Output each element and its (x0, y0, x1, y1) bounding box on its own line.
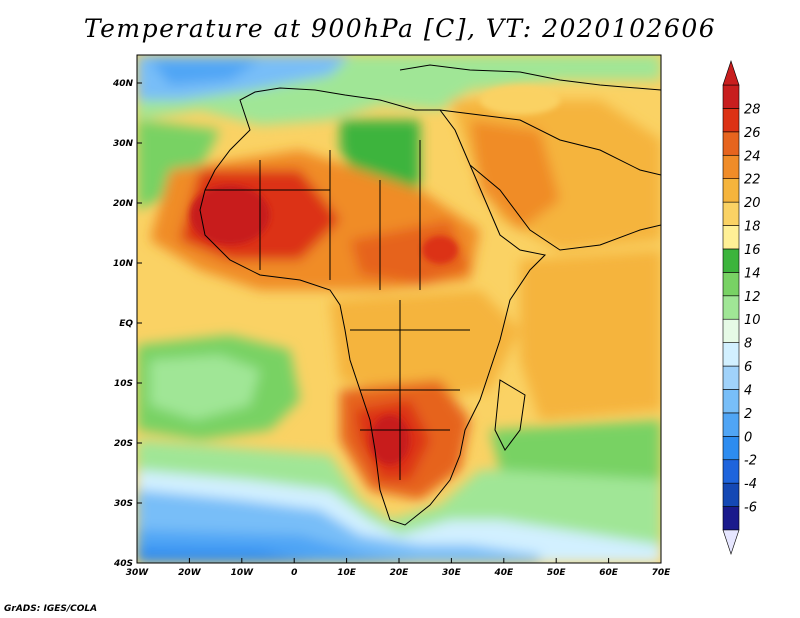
colorbar-label: 14 (744, 266, 761, 281)
colorbar-label: 0 (744, 430, 752, 445)
colorbar-swatch (722, 178, 740, 203)
latitude-axis: 40S 30S 20S 10S EQ 10N 20N 30N 40N (112, 79, 142, 569)
credit-text: GrADS: IGES/COLA (4, 604, 98, 614)
longitude-axis: 30W 20W 10W 0 10E 20E 30E 40E 50E 60E 70E (126, 558, 671, 578)
lat-tick-label: EQ (119, 319, 133, 329)
lat-tick-label: 10N (113, 259, 134, 269)
lon-tick-label: 20W (178, 568, 202, 578)
lon-tick-label: 30W (126, 568, 150, 578)
colorbar-swatch (722, 389, 740, 414)
colorbar-swatch (722, 201, 740, 226)
lat-tick-label: 20N (113, 199, 134, 209)
colorbar-swatch (722, 412, 740, 437)
colorbar-swatch (722, 482, 740, 507)
lon-tick-label: 10E (337, 568, 357, 578)
colorbar-label: 12 (744, 290, 761, 305)
colorbar-label: 18 (744, 220, 761, 235)
lon-tick-label: 70E (652, 568, 672, 578)
coastlines (199, 64, 661, 526)
colorbar-label: -2 (744, 454, 757, 469)
colorbar-label: 10 (744, 313, 761, 328)
colorbar-label: 16 (744, 243, 761, 258)
colorbar-label: 22 (744, 173, 761, 188)
colorbar-swatch (722, 365, 740, 390)
lon-tick-label: 40E (493, 568, 514, 578)
colorbar-swatch (722, 506, 740, 531)
colorbar-swatch (722, 248, 740, 273)
lon-tick-label: 10W (231, 568, 255, 578)
lat-tick-label: 40S (113, 559, 133, 569)
colorbar-min-arrow (722, 529, 740, 555)
colorbar-swatch (722, 318, 740, 343)
lat-tick-label: 10S (114, 379, 133, 389)
lon-tick-label: 0 (291, 568, 297, 578)
colorbar-swatch (722, 272, 740, 297)
lon-tick-label: 30E (442, 568, 462, 578)
colorbar-label: 20 (744, 196, 761, 211)
colorbar-swatch (722, 225, 740, 250)
lon-tick-label: 60E (599, 568, 619, 578)
colorbar-swatch (722, 154, 740, 179)
lat-tick-label: 20S (114, 439, 133, 449)
map-title: Temperature at 900hPa [C], VT: 202010260… (83, 14, 717, 43)
colorbar-label: 26 (744, 126, 761, 141)
lon-tick-label: 50E (547, 568, 567, 578)
colorbar-max-arrow (722, 60, 740, 86)
colorbar-swatch (722, 108, 740, 133)
colorbar-label: -4 (744, 477, 757, 492)
colorbar-swatch (722, 459, 740, 484)
lat-tick-label: 30N (113, 139, 134, 149)
colorbar-swatch (722, 295, 740, 320)
colorbar-label: 8 (744, 337, 752, 352)
colorbar-label: 4 (744, 383, 752, 398)
colorbar-swatch (722, 342, 740, 367)
temperature-field (137, 55, 661, 563)
colorbar-label: 28 (744, 102, 761, 117)
colorbar-label: 2 (744, 407, 752, 422)
lat-tick-label: 40N (112, 79, 134, 89)
colorbar-swatch (722, 436, 740, 461)
colorbar-label: -6 (744, 501, 757, 516)
colorbar-swatch (722, 131, 740, 156)
lat-tick-label: 30S (114, 499, 133, 509)
colorbar-swatch (722, 84, 740, 109)
colorbar-label: 6 (744, 360, 752, 375)
colorbar-label: 24 (744, 149, 761, 164)
lon-tick-label: 20E (390, 568, 410, 578)
